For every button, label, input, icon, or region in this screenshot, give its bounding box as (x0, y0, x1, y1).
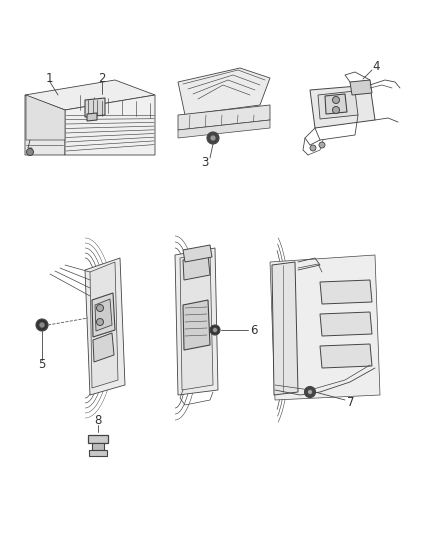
Polygon shape (65, 95, 155, 155)
Polygon shape (90, 262, 118, 388)
Polygon shape (92, 293, 115, 337)
Polygon shape (25, 95, 65, 155)
Polygon shape (178, 68, 270, 115)
Polygon shape (25, 80, 155, 110)
Circle shape (210, 135, 216, 141)
Circle shape (27, 149, 33, 156)
Polygon shape (89, 450, 107, 456)
Polygon shape (272, 262, 298, 395)
Circle shape (310, 145, 316, 151)
Text: 6: 6 (250, 324, 258, 336)
Polygon shape (320, 344, 372, 368)
Polygon shape (270, 255, 380, 400)
Circle shape (212, 327, 218, 333)
Polygon shape (85, 258, 125, 395)
Circle shape (96, 304, 103, 311)
Polygon shape (183, 245, 212, 262)
Polygon shape (350, 80, 372, 95)
Polygon shape (26, 95, 65, 140)
Polygon shape (320, 280, 372, 304)
Polygon shape (180, 252, 213, 390)
Text: 2: 2 (98, 72, 106, 85)
Polygon shape (87, 113, 97, 121)
Text: 8: 8 (94, 415, 102, 427)
Circle shape (207, 132, 219, 144)
Circle shape (96, 319, 103, 326)
Polygon shape (183, 300, 210, 350)
Text: 4: 4 (372, 61, 380, 74)
Polygon shape (85, 98, 105, 117)
Text: 7: 7 (347, 395, 355, 408)
Circle shape (36, 319, 48, 331)
Circle shape (304, 386, 315, 398)
Polygon shape (318, 91, 358, 119)
Circle shape (210, 325, 220, 335)
Polygon shape (178, 120, 270, 138)
Circle shape (307, 390, 312, 394)
Text: 5: 5 (38, 359, 46, 372)
Polygon shape (320, 312, 372, 336)
Circle shape (332, 96, 339, 103)
Text: 1: 1 (45, 72, 53, 85)
Text: 3: 3 (201, 157, 208, 169)
Polygon shape (310, 85, 375, 128)
Polygon shape (88, 435, 108, 443)
Polygon shape (183, 255, 210, 280)
Circle shape (332, 107, 339, 114)
Polygon shape (178, 105, 270, 130)
Circle shape (319, 142, 325, 148)
Polygon shape (93, 333, 114, 362)
Circle shape (39, 322, 45, 328)
Polygon shape (325, 94, 347, 114)
Polygon shape (175, 248, 218, 395)
Polygon shape (92, 443, 104, 450)
Polygon shape (95, 299, 112, 331)
